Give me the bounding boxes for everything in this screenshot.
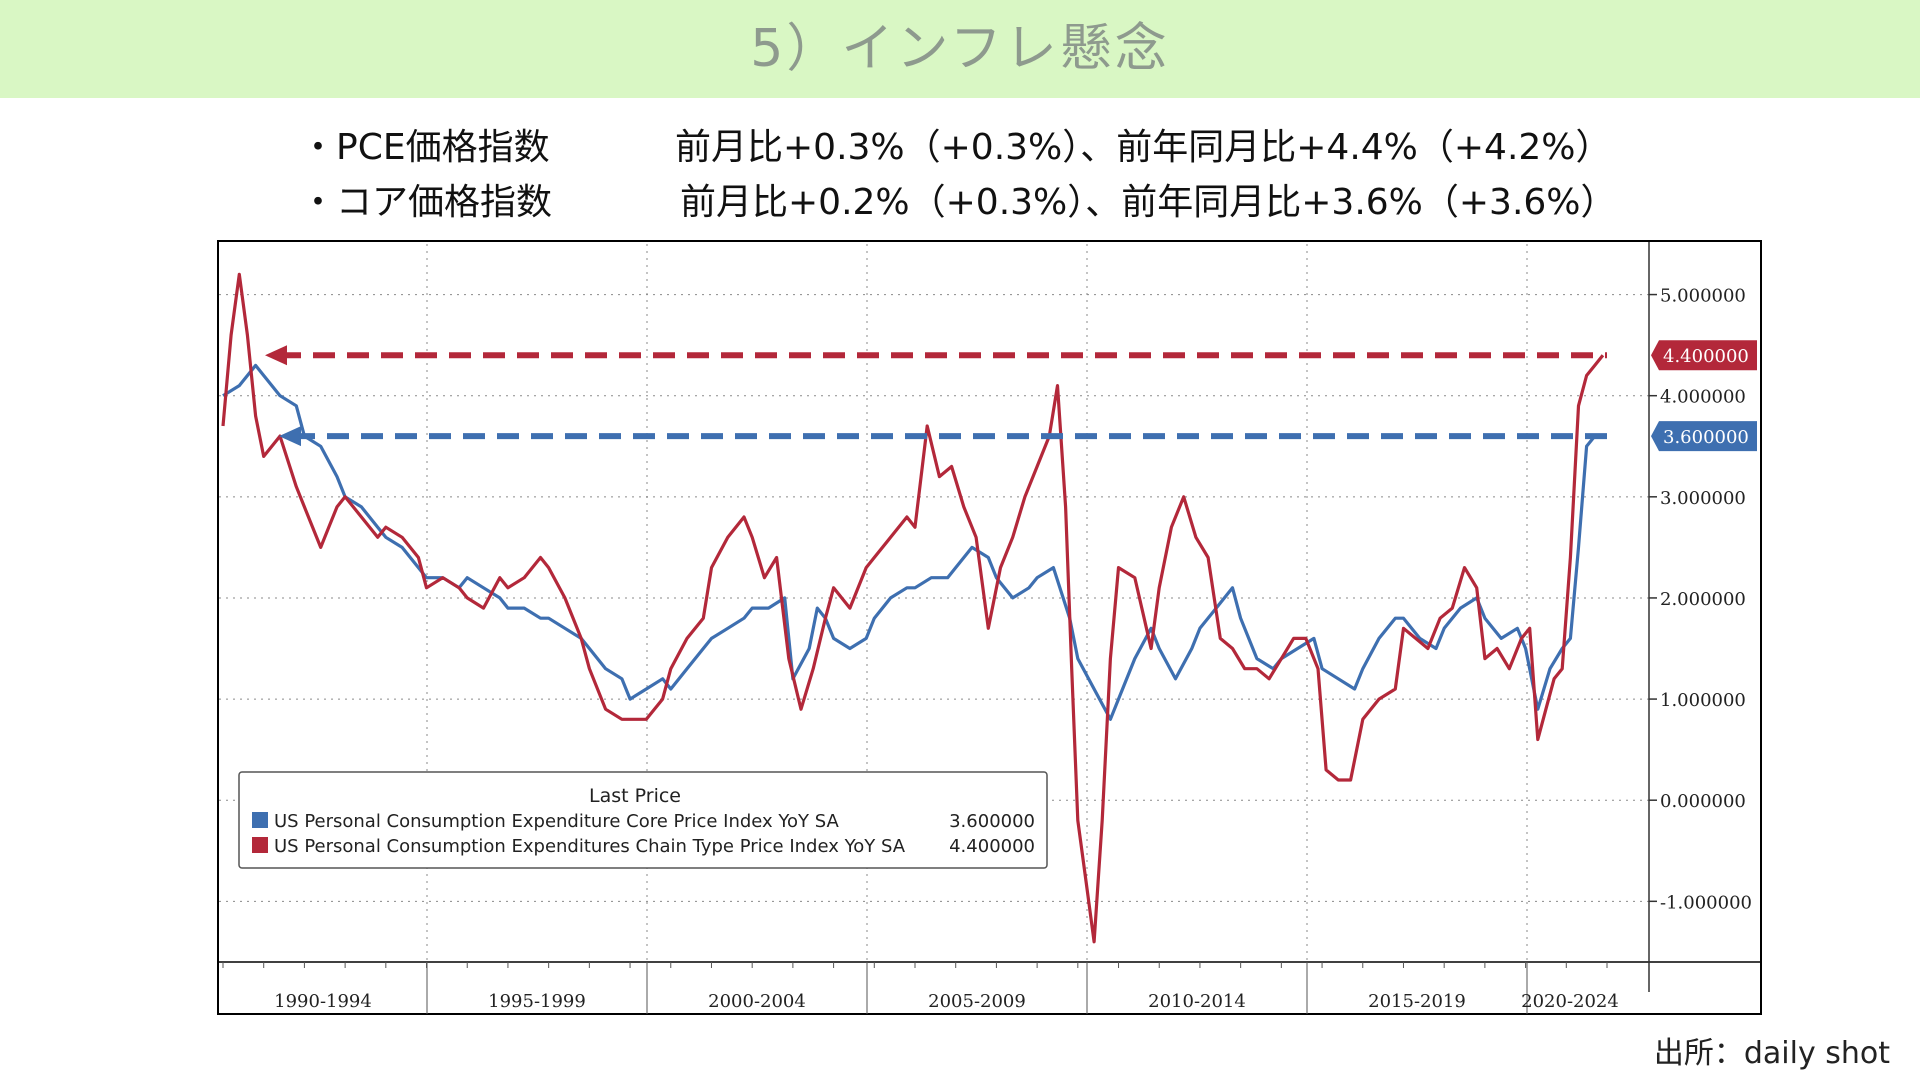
y-tick-label: 2.000000 xyxy=(1660,589,1746,610)
pce-reference-arrow xyxy=(265,345,287,366)
legend-core-label: US Personal Consumption Expenditure Core… xyxy=(274,811,840,832)
core-reference-arrow xyxy=(279,426,301,447)
period-label: 1990-1994 xyxy=(274,991,372,1012)
legend-box xyxy=(238,771,1048,869)
period-axis: 1990-1994 1995-1999 2000-2004 2005-2009 2010… xyxy=(219,961,1761,1014)
page-title: 5）インフレ懸念 xyxy=(750,19,1170,79)
y-axis: 5.000000 4.000000 3.000000 2.000000 1.000000… xyxy=(1648,242,1752,992)
source-credit: 出所：daily shot xyxy=(1653,1036,1890,1071)
legend-pce-value: 4.400000 xyxy=(949,836,1035,857)
y-tick-label: 1.000000 xyxy=(1660,690,1746,711)
header-bar: 5）インフレ懸念 xyxy=(0,0,1920,98)
pce-series-line xyxy=(221,272,1605,944)
reference-lines xyxy=(265,345,1607,447)
legend-pce-swatch xyxy=(252,837,268,853)
core-series-line xyxy=(222,363,1603,721)
pce-last-value-badge xyxy=(1651,340,1757,371)
last-value-badges: 4.400000 3.600000 xyxy=(1651,340,1757,452)
period-label: 2000-2004 xyxy=(708,991,806,1012)
period-label: 1995-1999 xyxy=(488,991,586,1012)
legend-core-value: 3.600000 xyxy=(949,811,1035,832)
core-last-value-badge xyxy=(1651,421,1757,452)
period-label: 2010-2014 xyxy=(1148,991,1246,1012)
legend-pce-label: US Personal Consumption Expenditures Cha… xyxy=(274,836,906,857)
period-label: 2015-2019 xyxy=(1368,991,1466,1012)
y-tick-label: 3.000000 xyxy=(1660,488,1746,509)
core-stats: 前月比+0.2%（+0.3%）、前年同月比+3.6%（+3.6%） xyxy=(680,182,1617,223)
legend: Last Price US Personal Consumption Expen… xyxy=(238,771,1048,869)
pce-last-value-label: 4.400000 xyxy=(1663,346,1749,367)
legend-title: Last Price xyxy=(589,785,681,807)
pce-inflation-chart: 1990-1994 1995-1999 2000-2004 2005-2009 2010… xyxy=(217,240,1762,1015)
series-layer xyxy=(221,272,1605,944)
grid-lines xyxy=(219,244,1649,962)
core-last-value-label: 3.600000 xyxy=(1663,427,1749,448)
y-tick-label: 4.000000 xyxy=(1660,387,1746,408)
period-label: 2005-2009 xyxy=(928,991,1026,1012)
y-tick-label: 0.000000 xyxy=(1660,791,1746,812)
pce-stats: 前月比+0.3%（+0.3%）、前年同月比+4.4%（+4.2%） xyxy=(675,127,1612,168)
y-tick-label: 5.000000 xyxy=(1660,286,1746,307)
period-label: 2020-2024 xyxy=(1521,991,1619,1012)
y-tick-label: -1.000000 xyxy=(1660,892,1752,913)
legend-core-swatch xyxy=(252,812,268,828)
pce-label: ・PCE価格指数 xyxy=(300,127,550,168)
core-label: ・コア価格指数 xyxy=(300,182,553,223)
